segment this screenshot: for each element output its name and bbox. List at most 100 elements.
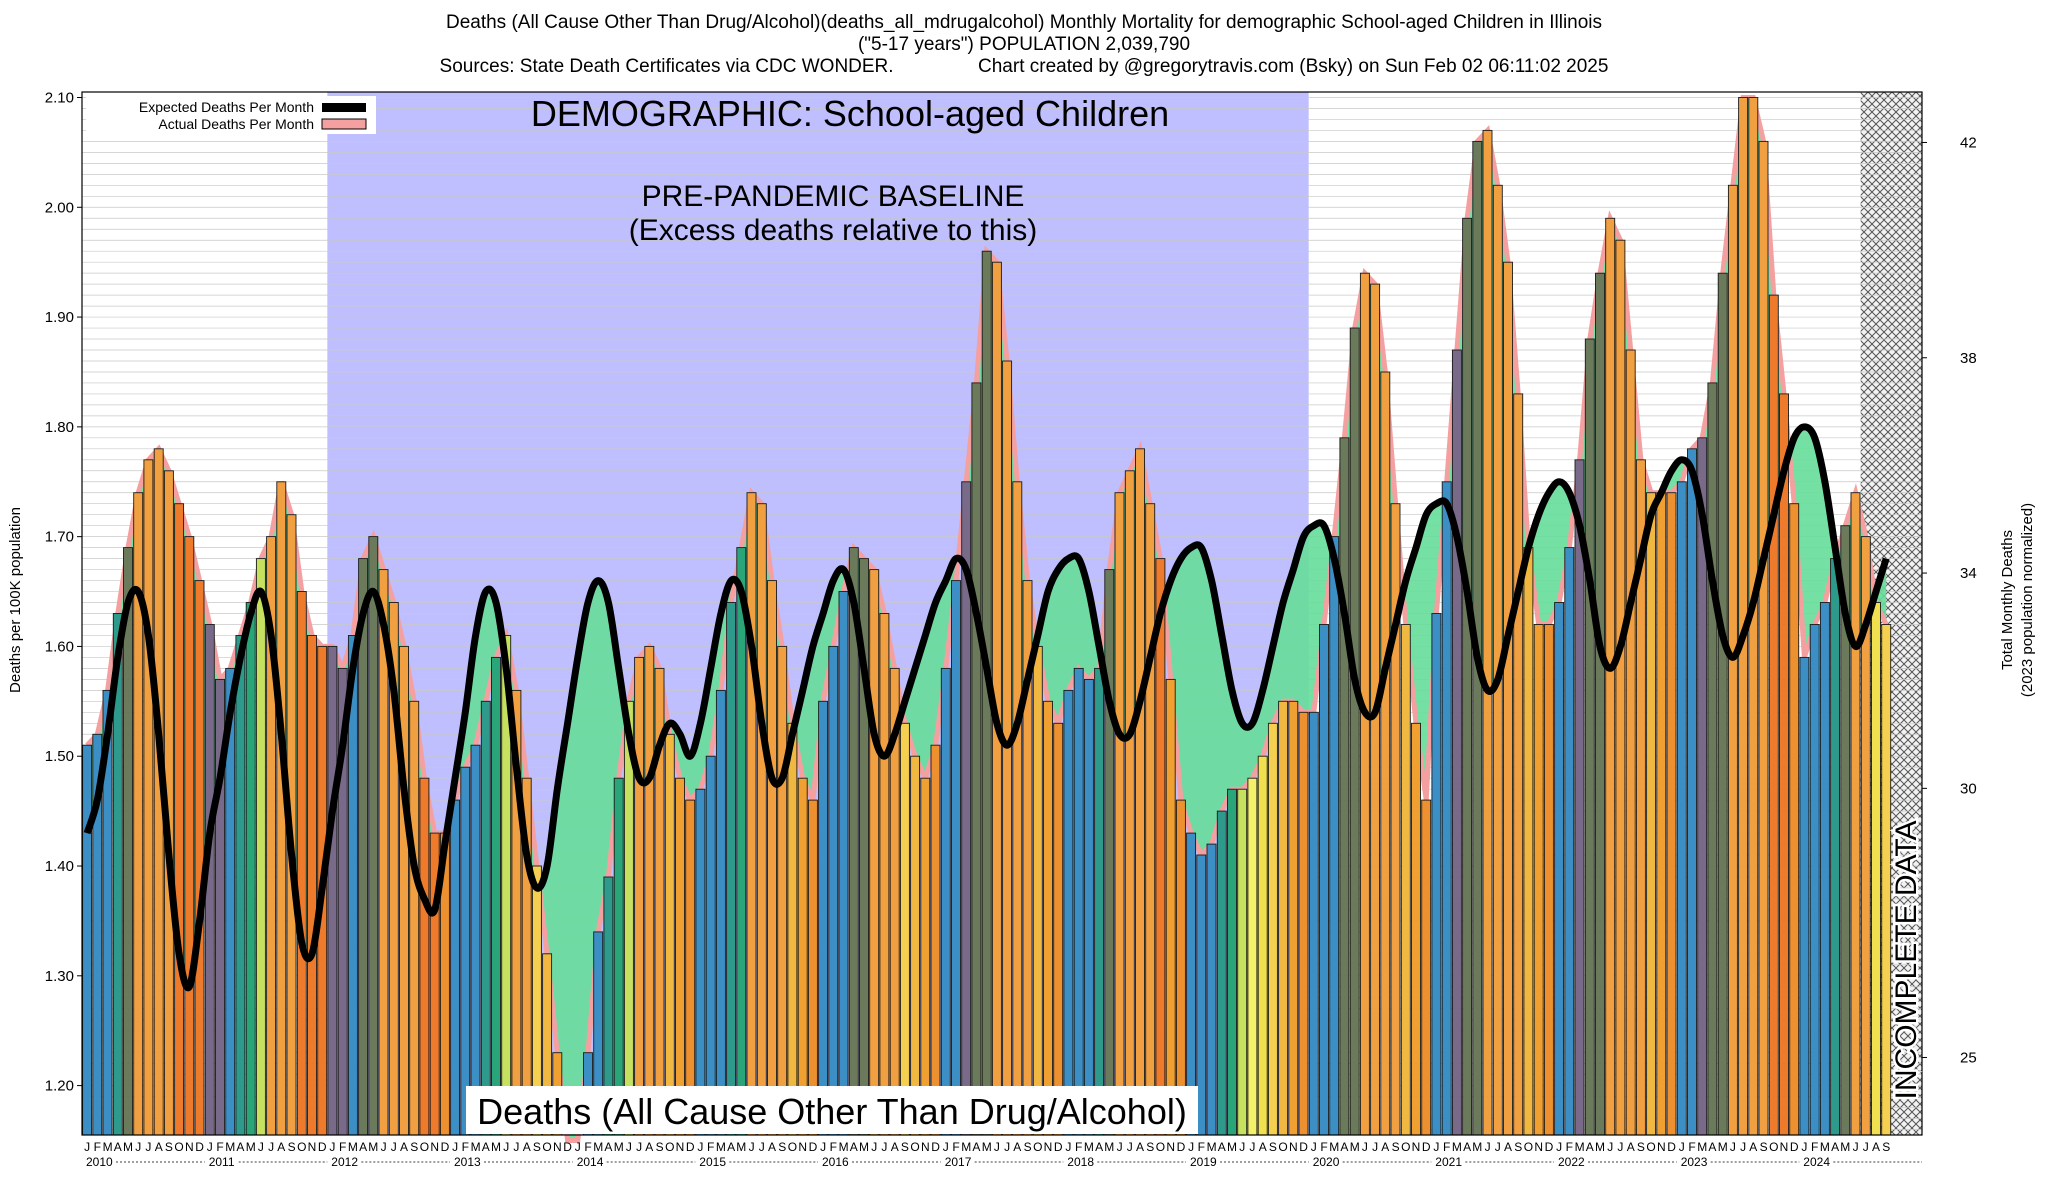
bar — [1656, 492, 1667, 1136]
bar — [1554, 602, 1565, 1136]
bar — [1462, 217, 1473, 1136]
x-month-label: F — [1198, 1140, 1205, 1154]
x-year-label: 2014 — [577, 1155, 604, 1169]
x-month-label: M — [1207, 1140, 1217, 1154]
x-month-label: J — [1853, 1140, 1859, 1154]
bar — [1094, 667, 1105, 1136]
x-month-label: N — [1289, 1140, 1298, 1154]
x-month-label: J — [391, 1140, 397, 1154]
y2-axis-title-line1: Total Monthly Deaths — [1999, 530, 2016, 670]
x-year-label: 2013 — [454, 1155, 481, 1169]
x-month-label: A — [1708, 1140, 1716, 1154]
x-month-label: A — [114, 1140, 122, 1154]
x-month-label: D — [931, 1140, 940, 1154]
bar — [664, 733, 675, 1136]
bar — [767, 580, 777, 1136]
bar — [1574, 459, 1585, 1136]
y-tick-label: 1.90 — [45, 309, 74, 326]
baseline-label-line2: (Excess deaths relative to this) — [629, 214, 1038, 247]
bar — [1155, 558, 1166, 1136]
chart-sources-line: Sources: State Death Certificates via CD… — [439, 56, 1609, 77]
x-month-label: M — [1104, 1140, 1114, 1154]
x-month-label: A — [1831, 1140, 1839, 1154]
bar — [1135, 448, 1145, 1136]
x-year-label: 2016 — [822, 1155, 849, 1169]
bar — [1012, 481, 1023, 1136]
bar — [255, 558, 266, 1136]
x-month-label: A — [1013, 1140, 1021, 1154]
x-year-label: 2018 — [1067, 1155, 1094, 1169]
x-month-label: J — [749, 1140, 755, 1154]
bar — [1073, 667, 1084, 1136]
bar — [1267, 722, 1278, 1136]
bar — [644, 645, 655, 1136]
x-month-label: J — [1730, 1140, 1736, 1154]
bar — [726, 602, 737, 1136]
x-month-label: F — [830, 1140, 837, 1154]
x-month-label: F — [462, 1140, 469, 1154]
bar — [1768, 294, 1779, 1136]
bar — [838, 591, 849, 1136]
x-month-label: M — [1595, 1140, 1605, 1154]
legend-expected-swatch — [322, 103, 366, 112]
x-month-label: N — [308, 1140, 317, 1154]
x-month-label: D — [1054, 1140, 1063, 1154]
x-month-label: F — [1566, 1140, 1573, 1154]
x-month-label: S — [1024, 1140, 1032, 1154]
x-month-label: O — [542, 1140, 551, 1154]
x-month-label: A — [359, 1140, 367, 1154]
x-month-label: S — [656, 1140, 664, 1154]
x-month-label: J — [994, 1140, 1000, 1154]
bar — [123, 547, 133, 1136]
x-month-label: O — [1524, 1140, 1533, 1154]
bar — [1830, 558, 1841, 1136]
bar — [174, 503, 185, 1136]
x-month-label: D — [563, 1140, 572, 1154]
demographic-label: DEMOGRAPHIC: School-aged Children — [531, 93, 1169, 134]
x-year-label: 2021 — [1435, 1155, 1462, 1169]
plot-border — [81, 91, 1923, 1136]
x-month-label: O — [297, 1140, 306, 1154]
y-tick-label: 1.80 — [45, 419, 74, 436]
x-month-label: O — [1156, 1140, 1165, 1154]
bar — [1227, 788, 1237, 1136]
x-month-label: D — [441, 1140, 450, 1154]
bar — [1809, 624, 1820, 1136]
y-tick-label: 1.70 — [45, 529, 74, 546]
bar — [1646, 492, 1657, 1136]
bar — [194, 580, 205, 1136]
bar — [1063, 689, 1074, 1136]
bar — [460, 766, 471, 1136]
x-month-label: D — [1790, 1140, 1799, 1154]
bar — [787, 722, 798, 1136]
x-month-label: S — [1760, 1140, 1768, 1154]
bar — [1319, 624, 1329, 1136]
x-month-label: J — [1863, 1140, 1869, 1154]
x-month-label: J — [1362, 1140, 1368, 1154]
bar — [470, 744, 481, 1136]
x-month-label: M — [593, 1140, 603, 1154]
bar — [1298, 711, 1309, 1136]
bar — [715, 689, 726, 1136]
bar — [1819, 602, 1830, 1136]
x-month-label: M — [225, 1140, 235, 1154]
x-month-label: M — [1227, 1140, 1237, 1154]
x-month-label: J — [381, 1140, 387, 1154]
y2-tick-label: 25 — [1960, 1049, 1977, 1066]
x-month-label: A — [850, 1140, 858, 1154]
bar — [613, 777, 624, 1136]
bar — [480, 700, 491, 1136]
x-month-label: J — [135, 1140, 141, 1154]
bar — [746, 492, 757, 1136]
x-month-label: F — [1320, 1140, 1327, 1154]
x-month-label: F — [1075, 1140, 1082, 1154]
bar — [1595, 272, 1605, 1136]
y-tick-label: 2.00 — [45, 199, 74, 216]
bar — [1083, 678, 1094, 1136]
x-month-label: J — [697, 1140, 703, 1154]
bar — [685, 799, 696, 1136]
x-month-label: J — [881, 1140, 887, 1154]
x-month-label: O — [1033, 1140, 1042, 1154]
bar — [1278, 700, 1289, 1136]
bar — [1758, 140, 1769, 1136]
